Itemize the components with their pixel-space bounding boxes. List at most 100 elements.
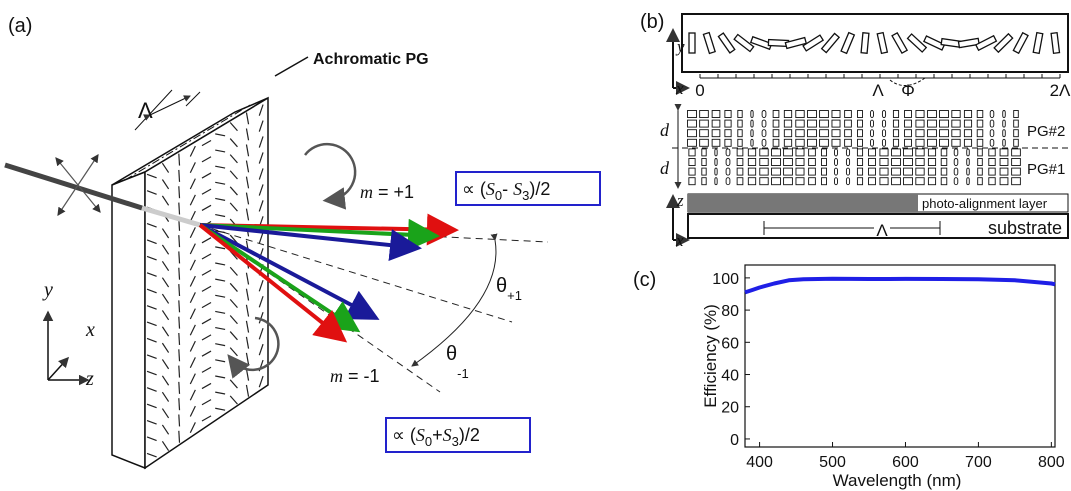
lc-glyph — [990, 139, 994, 146]
lc-glyph — [784, 120, 791, 127]
lc-dash — [179, 317, 180, 329]
lc-glyph — [916, 159, 924, 166]
lc-glyph — [869, 159, 876, 166]
lc-glyph — [762, 139, 766, 146]
lc-glyph — [869, 178, 876, 185]
lc-glyph — [940, 111, 949, 118]
order-minus: m = -1 — [330, 366, 380, 386]
lc-glyph — [700, 139, 709, 146]
axis-label: z — [676, 191, 684, 210]
lc-glyph — [882, 139, 885, 146]
lc-glyph — [893, 130, 898, 137]
lc-glyph — [748, 168, 755, 175]
lc-glyph — [715, 168, 717, 175]
lc-dash — [179, 431, 180, 443]
lc-glyph — [952, 120, 960, 127]
lc-glyph — [796, 178, 804, 185]
lc-glyph — [845, 139, 852, 146]
lc-glyph — [700, 130, 709, 137]
y-tick-label: 100 — [712, 271, 739, 288]
lc-glyph — [835, 149, 838, 156]
lc-glyph — [893, 139, 898, 146]
lc-glyph — [905, 111, 912, 118]
slab-side — [112, 172, 145, 468]
lc-glyph — [892, 178, 901, 185]
lc-glyph — [916, 139, 924, 146]
lc-glyph — [845, 130, 852, 137]
lc-glyph — [689, 159, 695, 166]
lc-glyph — [989, 149, 995, 156]
lc-glyph — [1012, 149, 1021, 156]
lc-glyph — [928, 149, 935, 156]
lc-glyph — [869, 168, 876, 175]
position-label: 2Λ — [1050, 81, 1071, 100]
lc-glyph — [846, 168, 849, 175]
lc-glyph — [905, 130, 912, 137]
lc-glyph — [760, 168, 768, 175]
lc-glyph — [880, 149, 888, 156]
lc-glyph — [772, 168, 781, 175]
lc-glyph — [835, 168, 838, 175]
lc-dash — [179, 235, 180, 247]
lc-glyph — [784, 159, 793, 166]
rod — [689, 33, 695, 53]
lc-glyph — [928, 159, 935, 166]
lc-glyph — [760, 149, 768, 156]
lc-glyph — [832, 139, 840, 146]
lc-glyph — [880, 168, 888, 175]
lc-glyph — [846, 178, 849, 185]
lc-glyph — [916, 130, 924, 137]
dim-ext — [186, 92, 200, 106]
layer-label: PG#1 — [1027, 161, 1065, 178]
lc-glyph — [796, 168, 804, 175]
lc-glyph — [738, 111, 742, 118]
coord-axes — [48, 312, 88, 380]
theta-plus: θ+1 — [496, 275, 522, 303]
lc-glyph — [689, 168, 695, 175]
lc-glyph — [712, 111, 720, 118]
lc-glyph — [892, 149, 901, 156]
lc-glyph — [712, 130, 720, 137]
lc-glyph — [977, 111, 983, 118]
lc-glyph — [905, 139, 912, 146]
lc-glyph — [893, 120, 898, 127]
lc-glyph — [916, 149, 924, 156]
lc-glyph — [784, 168, 793, 175]
lc-glyph — [990, 120, 994, 127]
lc-glyph — [751, 120, 753, 127]
lc-glyph — [700, 120, 709, 127]
lc-glyph — [952, 111, 960, 118]
lc-dash — [179, 268, 180, 280]
lc-glyph — [1014, 111, 1019, 118]
lc-glyph — [702, 178, 706, 185]
lc-glyph — [928, 120, 937, 127]
lc-glyph — [857, 159, 862, 166]
lc-glyph — [916, 111, 924, 118]
lc-glyph — [858, 130, 863, 137]
lc-dash — [179, 382, 180, 394]
lc-dash — [179, 154, 180, 166]
lc-glyph — [1003, 139, 1006, 146]
lc-glyph — [822, 149, 827, 156]
plot-frame — [745, 265, 1055, 447]
lc-glyph — [928, 178, 935, 185]
lc-glyph — [928, 130, 937, 137]
lc-glyph — [809, 149, 816, 156]
lc-glyph — [725, 120, 731, 127]
slab-face — [145, 98, 268, 468]
lc-glyph — [784, 130, 791, 137]
lc-glyph — [1014, 130, 1019, 137]
lc-glyph — [700, 111, 709, 118]
lc-glyph — [893, 111, 898, 118]
substrate-label: substrate — [988, 218, 1062, 238]
axis-label: y — [42, 279, 53, 301]
lc-glyph — [796, 139, 804, 146]
lc-glyph — [809, 168, 816, 175]
rotation-arrow — [305, 144, 355, 200]
lc-glyph — [882, 130, 885, 137]
lc-glyph — [772, 149, 781, 156]
position-label: 0 — [695, 81, 704, 100]
lc-glyph — [1003, 120, 1006, 127]
lc-glyph — [964, 139, 971, 146]
lc-glyph — [808, 139, 817, 146]
